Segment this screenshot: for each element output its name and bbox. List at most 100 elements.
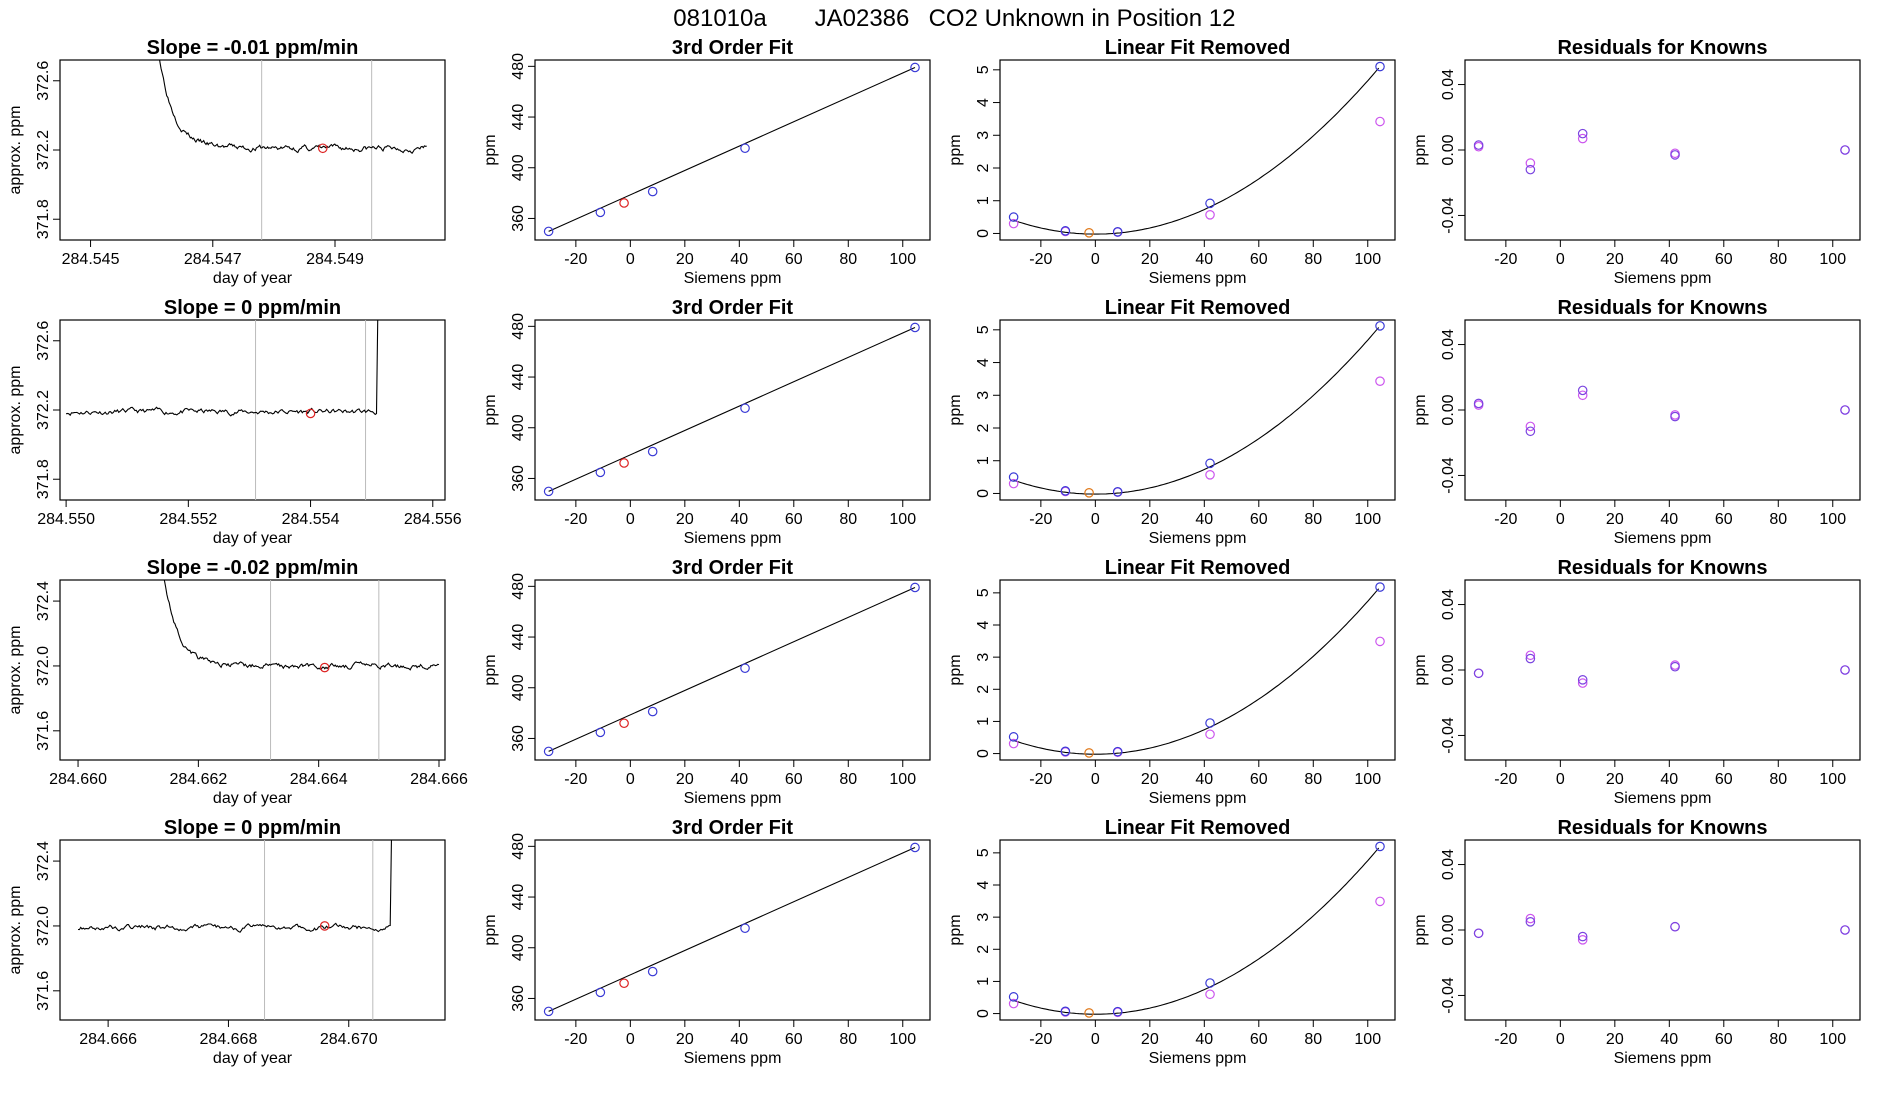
x-tick-label: 100 (1354, 251, 1381, 268)
y-axis-label: ppm (482, 134, 499, 165)
known-standard-point (1060, 1006, 1071, 1017)
plot-area (1008, 841, 1385, 1018)
y-axis-label: ppm (482, 914, 499, 945)
y-tick-label: 480 (510, 53, 527, 80)
previous-fit-point (1008, 218, 1019, 229)
x-tick-label: 284.550 (37, 511, 95, 528)
known-standard-point (647, 706, 658, 717)
x-tick-label: 284.660 (49, 771, 107, 788)
x-tick-label: 40 (1660, 771, 1678, 788)
known-standard-point (1375, 61, 1385, 72)
previous-residual-point (1525, 650, 1536, 661)
known-standard-point (1008, 732, 1019, 742)
x-tick-label: 284.662 (169, 771, 227, 788)
x-tick-label: 0 (1091, 771, 1100, 788)
fit-curve (548, 846, 916, 1012)
y-axis-label: ppm (947, 914, 964, 945)
concentration-trace (65, 320, 379, 417)
plot-area (1473, 913, 1850, 945)
panels: Slope = -0.01 ppm/min 284.545 284.547 284.5… (7, 37, 1861, 1067)
residual-point (1525, 917, 1536, 927)
y-tick-label: 371.6 (35, 971, 52, 1011)
x-tick-label: -20 (1029, 251, 1052, 268)
plot-frame (1464, 59, 1861, 241)
residual-curve (1013, 67, 1380, 235)
sample-average-marker (319, 662, 330, 673)
plot-frame (59, 579, 446, 761)
y-tick-label: 0.00 (1440, 914, 1457, 945)
x-tick-label: 80 (1304, 771, 1322, 788)
x-tick-label: 80 (839, 251, 857, 268)
known-standard-point (1112, 746, 1123, 757)
plot-area (543, 62, 920, 237)
fit-curve (548, 586, 916, 752)
x-tick-label: 284.664 (290, 771, 348, 788)
x-tick-label: 0 (626, 771, 635, 788)
x-tick-label: 284.552 (159, 511, 217, 528)
x-tick-label: 20 (1141, 511, 1159, 528)
known-standard-point (1008, 992, 1019, 1002)
known-standard-point (1060, 226, 1071, 236)
x-tick-label: 80 (1769, 251, 1787, 268)
fit-curve (548, 66, 916, 232)
residual-point (1670, 921, 1680, 932)
x-axis-label: day of year (213, 530, 293, 547)
y-tick-label: 372.4 (35, 841, 52, 881)
x-tick-label: 20 (1141, 1031, 1159, 1048)
known-standard-point (1205, 458, 1215, 469)
x-tick-label: 100 (889, 511, 916, 528)
y-tick-label: 5 (975, 588, 992, 597)
y-axis-label: ppm (482, 654, 499, 685)
y-tick-label: 3 (975, 913, 992, 922)
residual-curve (1013, 327, 1380, 495)
x-tick-label: -20 (1494, 511, 1517, 528)
x-tick-label: -20 (1029, 1031, 1052, 1048)
panel-fit-2: 3rd Order Fit -20 0 20 40 60 80 100 360 400 440 480… (482, 297, 931, 547)
known-standard-point (595, 987, 606, 998)
x-tick-label: 0 (1556, 1031, 1565, 1048)
residual-point (1473, 140, 1484, 150)
residual-point (1840, 665, 1850, 675)
x-tick-label: 284.668 (200, 1031, 258, 1048)
panel-resid-3: Residuals for Knowns -20 0 20 40 60 80 100 -0.04… (1412, 557, 1861, 807)
known-standard-point (1112, 487, 1123, 497)
panel-linear-4: Linear Fit Removed -20 0 20 40 60 80 100 0 1 2 3 4 5 S… (947, 817, 1396, 1067)
plot-frame (534, 839, 931, 1021)
residual-point (1840, 405, 1850, 415)
x-tick-label: 20 (1606, 511, 1624, 528)
plot-frame (534, 319, 931, 501)
panel-linear-3: Linear Fit Removed -20 0 20 40 60 80 100 0 1 2 3 4 5 S… (947, 557, 1396, 807)
x-tick-label: -20 (1029, 511, 1052, 528)
y-axis-label: approx. ppm (7, 366, 24, 455)
residual-point (1670, 661, 1680, 672)
unknown-sample-point (1084, 487, 1094, 498)
y-tick-label: 440 (510, 104, 527, 131)
x-tick-label: 40 (1195, 251, 1213, 268)
panel-title: 3rd Order Fit (672, 37, 793, 59)
y-tick-label: 372.4 (35, 581, 52, 621)
previous-fit-point (1008, 998, 1019, 1009)
y-axis-label: ppm (1412, 914, 1429, 945)
previous-fit-point (1008, 478, 1019, 489)
unknown-sample-point (619, 718, 629, 729)
unknown-sample-point (619, 198, 629, 208)
panel-title: Linear Fit Removed (1105, 557, 1291, 579)
y-tick-label: 0.04 (1440, 849, 1457, 880)
previous-residual-point (1577, 935, 1588, 945)
previous-fit-point (1375, 376, 1385, 386)
panel-linear-2: Linear Fit Removed -20 0 20 40 60 80 100 0 1 2 3 4 5 S… (947, 297, 1396, 547)
plot-frame (1464, 579, 1861, 761)
previous-residual-point (1577, 390, 1588, 401)
x-tick-label: 284.666 (79, 1031, 137, 1048)
x-axis-label: Siemens ppm (684, 530, 782, 547)
residual-curve (1013, 588, 1380, 755)
x-tick-label: -20 (1494, 771, 1517, 788)
panel-title: Slope = 0 ppm/min (164, 817, 341, 839)
y-tick-label: 371.8 (35, 459, 52, 499)
plot-frame (534, 579, 931, 761)
x-axis-label: day of year (213, 790, 293, 807)
x-tick-label: 284.549 (306, 251, 364, 268)
y-tick-label: 0.00 (1440, 134, 1457, 165)
y-axis-label: ppm (1412, 134, 1429, 165)
